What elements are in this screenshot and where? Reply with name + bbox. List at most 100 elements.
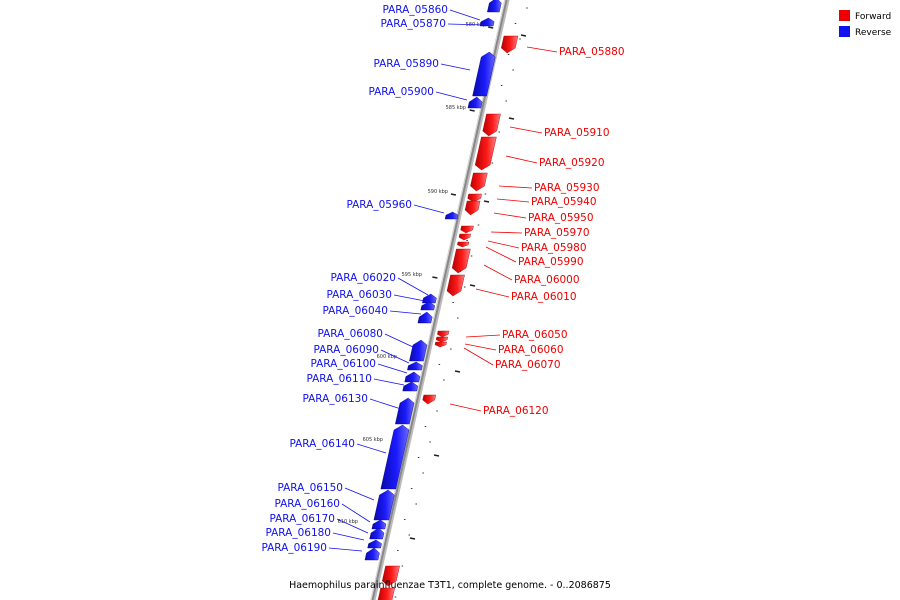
- gene-leader-line: [397, 277, 429, 296]
- gene-leader-line: [413, 204, 445, 214]
- gene-label[interactable]: PARA_06150: [277, 482, 343, 494]
- gene-feature[interactable]: [371, 519, 387, 530]
- gene-label[interactable]: PARA_06050: [502, 329, 568, 341]
- gene-leader-line: [332, 532, 365, 541]
- gene-label[interactable]: PARA_05910: [544, 127, 610, 139]
- gene-label[interactable]: PARA_06060: [498, 344, 564, 356]
- gene-label[interactable]: PARA_05900: [368, 86, 434, 98]
- gene-label[interactable]: PARA_05980: [521, 242, 587, 254]
- gene-feature[interactable]: [402, 381, 419, 392]
- gene-feature[interactable]: [369, 527, 385, 540]
- gene-leader-line: [344, 487, 375, 501]
- gene-feature[interactable]: [467, 193, 482, 203]
- gene-leader-line: [526, 46, 558, 53]
- gene-label[interactable]: PARA_05920: [539, 157, 605, 169]
- gene-label[interactable]: PARA_05890: [373, 58, 439, 70]
- gene-feature[interactable]: [409, 339, 428, 362]
- gene-feature[interactable]: [367, 539, 382, 549]
- gene-leader-line: [475, 288, 510, 298]
- gene-label[interactable]: PARA_06120: [483, 405, 549, 417]
- gene-label[interactable]: PARA_05970: [524, 227, 590, 239]
- gene-feature[interactable]: [434, 341, 447, 348]
- scale-mark-label: 590 kbp: [428, 189, 448, 195]
- scale-mark-dash: [432, 276, 438, 279]
- gene-feature[interactable]: [470, 172, 488, 192]
- gene-leader-line: [465, 334, 501, 338]
- gene-feature[interactable]: [482, 113, 501, 137]
- legend-swatch-forward: [839, 10, 850, 21]
- gene-feature[interactable]: [460, 225, 474, 234]
- gene-feature[interactable]: [377, 587, 395, 600]
- gene-leader-line: [380, 349, 410, 364]
- gene-feature[interactable]: [446, 274, 465, 297]
- gene-label[interactable]: PARA_05950: [528, 212, 594, 224]
- gene-feature[interactable]: [501, 35, 519, 54]
- gene-leader-line: [373, 378, 405, 386]
- gene-leader-line: [496, 198, 530, 203]
- gene-feature[interactable]: [435, 336, 448, 343]
- gene-label[interactable]: PARA_06080: [317, 328, 383, 340]
- gene-feature[interactable]: [373, 489, 395, 521]
- scale-mark-dash: [450, 193, 457, 196]
- gene-label[interactable]: PARA_05990: [518, 256, 584, 268]
- scale-mark-dash: [520, 34, 527, 37]
- gene-leader-line: [449, 403, 482, 412]
- scale-mark-dash: [469, 284, 476, 287]
- gene-label[interactable]: PARA_06180: [265, 527, 331, 539]
- gene-leader-line: [490, 231, 523, 234]
- gene-label[interactable]: PARA_05860: [382, 4, 448, 16]
- gene-feature[interactable]: [451, 248, 471, 274]
- legend-label-forward: Forward: [855, 12, 891, 22]
- gene-feature[interactable]: [422, 394, 437, 405]
- gene-feature[interactable]: [422, 293, 437, 304]
- gene-label[interactable]: PARA_06130: [302, 393, 368, 405]
- gene-label[interactable]: PARA_06070: [495, 359, 561, 371]
- gene-leader-line: [447, 23, 487, 26]
- gene-leader-line: [464, 343, 497, 351]
- gene-feature[interactable]: [467, 96, 483, 109]
- gene-feature[interactable]: [382, 565, 400, 587]
- gene-label[interactable]: PARA_05930: [534, 182, 600, 194]
- gene-label[interactable]: PARA_05960: [346, 199, 412, 211]
- gene-feature[interactable]: [479, 17, 495, 27]
- scale-mark-dash: [508, 117, 515, 120]
- gene-feature[interactable]: [420, 301, 435, 311]
- gene-leader-line: [369, 398, 402, 410]
- gene-feature[interactable]: [487, 0, 502, 13]
- gene-feature[interactable]: [395, 397, 415, 425]
- gene-label[interactable]: PARA_06040: [322, 305, 388, 317]
- gene-feature[interactable]: [458, 233, 471, 241]
- gene-feature[interactable]: [380, 424, 410, 490]
- gene-label[interactable]: PARA_06110: [306, 373, 372, 385]
- gene-label[interactable]: PARA_06090: [313, 344, 379, 356]
- gene-feature[interactable]: [404, 371, 421, 383]
- gene-leader-line: [449, 9, 481, 21]
- gene-feature[interactable]: [444, 211, 459, 220]
- gene-feature[interactable]: [474, 136, 497, 171]
- scale-mark-dash: [488, 26, 494, 29]
- gene-leader-line: [463, 347, 494, 366]
- gene-label[interactable]: PARA_06160: [274, 498, 340, 510]
- gene-label[interactable]: PARA_06000: [514, 274, 580, 286]
- gene-feature[interactable]: [364, 547, 380, 561]
- gene-label[interactable]: PARA_06140: [289, 438, 355, 450]
- scale-mark-dash: [483, 200, 490, 203]
- gene-feature[interactable]: [407, 361, 423, 371]
- gene-feature[interactable]: [464, 200, 481, 216]
- gene-feature[interactable]: [457, 241, 470, 248]
- gene-label[interactable]: PARA_06170: [269, 513, 335, 525]
- gene-label[interactable]: PARA_06190: [261, 542, 327, 554]
- gene-label[interactable]: PARA_06100: [310, 358, 376, 370]
- gene-feature[interactable]: [472, 51, 496, 97]
- gene-label[interactable]: PARA_05940: [531, 196, 597, 208]
- gene-label[interactable]: PARA_06030: [326, 289, 392, 301]
- gene-label[interactable]: PARA_05870: [380, 18, 446, 30]
- gene-label[interactable]: PARA_05880: [559, 46, 625, 58]
- gene-leader-line: [393, 294, 426, 302]
- gene-feature[interactable]: [417, 311, 433, 324]
- gene-label[interactable]: PARA_06020: [330, 272, 396, 284]
- gene-label[interactable]: PARA_06010: [511, 291, 577, 303]
- gene-feature[interactable]: [437, 330, 450, 338]
